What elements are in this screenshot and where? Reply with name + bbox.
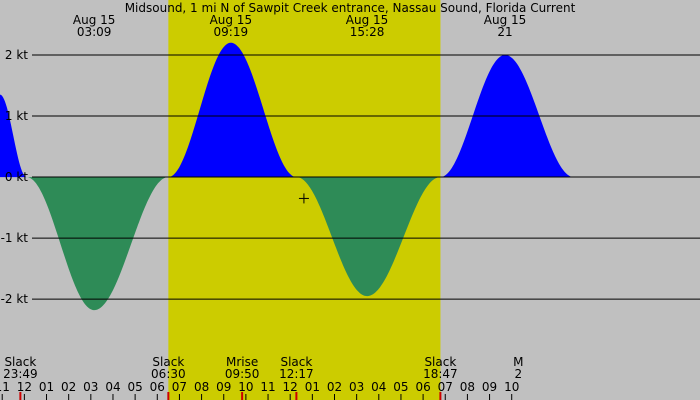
hour-tick-label: 11 (0, 380, 10, 394)
y-tick-label: -1 kt (1, 231, 29, 245)
hour-tick-label: 12 (283, 380, 298, 394)
hour-tick-label: 08 (194, 380, 209, 394)
y-tick-label: 0 kt (5, 170, 28, 184)
extreme-time-label: 21 (497, 25, 512, 39)
event-name-label: Mrise (226, 355, 258, 369)
hour-tick-label: 01 (39, 380, 54, 394)
ebb-current-area (27, 177, 169, 311)
hour-tick-label: 06 (415, 380, 430, 394)
extreme-date-label: Aug 15 (484, 13, 527, 27)
hour-tick-label: 02 (61, 380, 76, 394)
flood-current-area (441, 54, 700, 178)
hour-tick-label: 05 (393, 380, 408, 394)
chart-title: Midsound, 1 mi N of Sawpit Creek entranc… (125, 1, 576, 15)
y-tick-label: -2 kt (1, 292, 29, 306)
hour-tick-label: 04 (105, 380, 120, 394)
event-time-label: 12:17 (279, 367, 314, 381)
hour-tick-label: 10 (238, 380, 253, 394)
time-axis-layer: 11 12 01 02 03 04 05 06 07 08 09 10 11 12 01 02 03 04 05 06… (0, 380, 519, 400)
hour-tick-label: 07 (438, 380, 453, 394)
event-name-label: Slack (280, 355, 312, 369)
event-name-label: Slack (424, 355, 456, 369)
hour-tick-label: 08 (460, 380, 475, 394)
y-tick-label: 2 kt (5, 48, 28, 62)
event-time-label: 18:47 (423, 367, 458, 381)
hour-tick-label: 07 (172, 380, 187, 394)
extreme-date-label: Aug 15 (210, 13, 253, 27)
hour-tick-label: 02 (327, 380, 342, 394)
hour-tick-label: 12 (17, 380, 32, 394)
event-name-label: M (513, 355, 523, 369)
hour-tick-label: 03 (349, 380, 364, 394)
flood-current-area (169, 42, 297, 178)
grid-layer: 2 kt 1 kt 0 kt -1 kt -2 kt (1, 48, 700, 306)
hour-tick-label: 06 (150, 380, 165, 394)
event-name-label: Slack (4, 355, 36, 369)
ebb-current-area (297, 177, 441, 297)
current-area-layer (0, 42, 700, 311)
label-layer: Midsound, 1 mi N of Sawpit Creek entranc… (3, 1, 575, 381)
extreme-date-label: Aug 15 (73, 13, 116, 27)
hour-tick-label: 09 (482, 380, 497, 394)
extreme-time-label: 03:09 (77, 25, 112, 39)
event-time-label: 23:49 (3, 367, 38, 381)
extreme-date-label: Aug 15 (346, 13, 389, 27)
hour-tick-label: 01 (305, 380, 320, 394)
hour-tick-label: 04 (371, 380, 386, 394)
event-time-label: 2 (515, 367, 523, 381)
event-name-label: Slack (152, 355, 184, 369)
y-tick-label: 1 kt (5, 109, 28, 123)
hour-tick-label: 10 (504, 380, 519, 394)
event-time-label: 06:30 (151, 367, 186, 381)
hour-tick-label: 05 (127, 380, 142, 394)
hour-tick-label: 03 (83, 380, 98, 394)
extreme-time-label: 15:28 (350, 25, 385, 39)
flood-current-area (0, 94, 27, 178)
event-time-label: 09:50 (225, 367, 260, 381)
hour-tick-label: 09 (216, 380, 231, 394)
extreme-time-label: 09:19 (214, 25, 249, 39)
hour-tick-label: 11 (260, 380, 275, 394)
